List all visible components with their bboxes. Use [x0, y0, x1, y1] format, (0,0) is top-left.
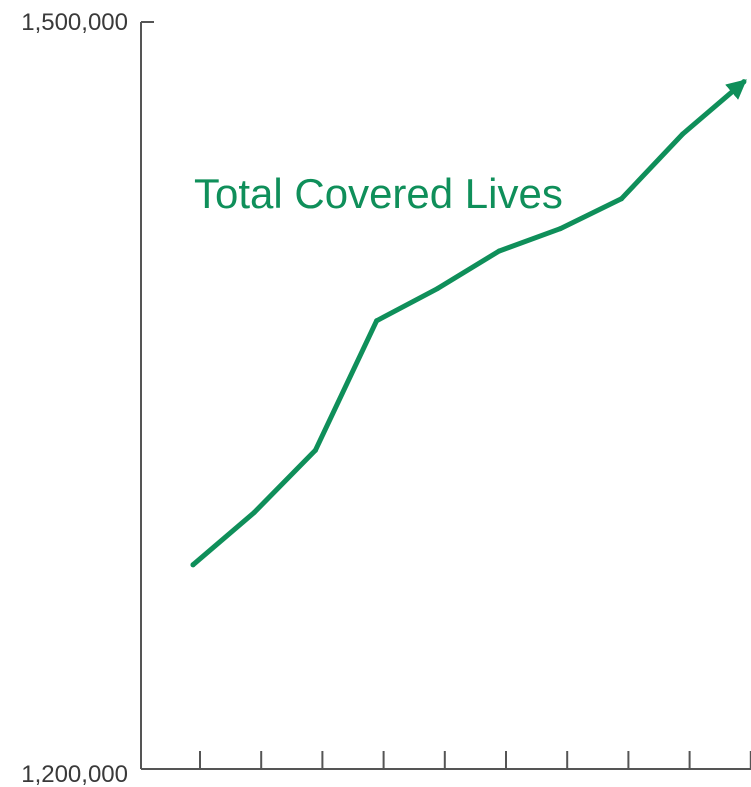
data-point [741, 79, 747, 85]
series-points [190, 79, 747, 568]
data-point [251, 510, 257, 515]
data-point [618, 196, 624, 202]
y-tick-label-top: 1,500,000 [21, 9, 128, 36]
data-point [312, 447, 318, 453]
data-point [374, 318, 380, 324]
data-point [557, 226, 563, 232]
x-ticks [199, 751, 751, 769]
series-label: Total Covered Lives [194, 170, 563, 217]
series-line-total-covered-lives [190, 79, 747, 568]
series-layer [190, 79, 747, 568]
x-axis [141, 751, 751, 770]
data-point [435, 285, 441, 291]
y-axis: 1,500,000 1,200,000 [21, 9, 154, 787]
y-tick-label-bottom: 1,200,000 [21, 761, 128, 787]
data-point [496, 248, 502, 254]
data-point [680, 131, 686, 137]
data-point [190, 562, 196, 568]
